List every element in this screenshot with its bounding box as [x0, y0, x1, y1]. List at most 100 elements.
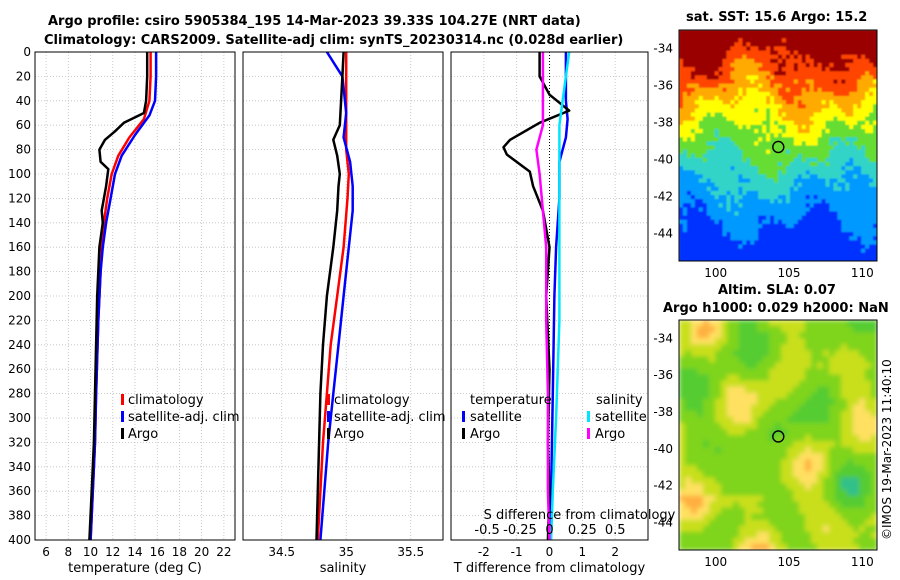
sst-map-panel: 100 105 110 -34 -36 -38 -40 -42 -44: [653, 29, 878, 280]
y-tick-label: -36: [653, 368, 673, 382]
series-line-argo: [315, 52, 345, 540]
argo-position-marker: [772, 430, 785, 443]
map-frame: [678, 29, 878, 262]
legend-swatch: [327, 411, 330, 422]
y-tick-label: -38: [653, 115, 673, 129]
sla-map-title: Altim. SLA: 0.07: [718, 283, 836, 298]
sla-map-subtitle: Argo h1000: 0.029 h2000: NaN: [663, 301, 889, 316]
y-tick-label: -34: [653, 331, 673, 345]
x-tick-label: 35.5: [397, 545, 424, 559]
y-tick-label: -34: [653, 41, 673, 55]
x-tick-label: 110: [851, 555, 874, 569]
legend-swatch: [587, 428, 590, 439]
legend-label: salinity: [596, 393, 643, 408]
y-tick-label: -40: [653, 152, 673, 166]
x-tick-label: 110: [851, 266, 874, 280]
x-tick-label: 16: [150, 545, 165, 559]
y-tick-label: 80: [16, 143, 31, 157]
x-axis-label: T difference from climatology: [453, 561, 646, 576]
y-tick-label: -36: [653, 78, 673, 92]
x-tick-label: 18: [172, 545, 187, 559]
legend-label: satellite-adj. clim: [128, 410, 240, 425]
map-frame: [678, 319, 878, 551]
y-tick-label: 280: [8, 387, 31, 401]
sla-field: [679, 320, 877, 550]
y-tick-label: 400: [8, 533, 31, 547]
top-axis-label: S difference from climatology: [484, 508, 676, 523]
axes-frame: [242, 51, 444, 541]
legend-label: Argo: [128, 427, 158, 442]
axes-frame: [34, 51, 236, 541]
top-tick-label: 0.5: [605, 523, 626, 538]
y-tick-label: 180: [8, 265, 31, 279]
top-tick-label: 0.25: [568, 523, 597, 538]
x-tick-label: 34.5: [268, 545, 295, 559]
x-tick-label: 14: [127, 545, 142, 559]
y-tick-label: 380: [8, 509, 31, 523]
argo-position-marker: [772, 140, 785, 154]
y-tick-label: 0: [23, 45, 31, 59]
x-tick-label: 6: [42, 545, 50, 559]
y-tick-label: 300: [8, 411, 31, 425]
x-tick-label: 2: [611, 545, 619, 559]
legend-label: temperature: [470, 393, 552, 408]
profile-panel-temperature: 6 8 10 12 14 16 18 20 22020406080100120140160180…: [8, 45, 240, 576]
series-line-salinity-argo: [535, 52, 551, 540]
x-tick-label: 22: [216, 545, 231, 559]
y-tick-label: -44: [653, 226, 673, 240]
x-axis-label: salinity: [320, 561, 367, 576]
y-tick-label: 320: [8, 435, 31, 449]
x-tick-label: 10: [83, 545, 98, 559]
x-tick-label: 8: [65, 545, 73, 559]
figure-title-line1: Argo profile: csiro 5905384_195 14-Mar-2…: [48, 14, 581, 29]
y-tick-label: 60: [16, 118, 31, 132]
profile-panel-salinity: 34.5 35 35.5 salinity climatology satellite-a…: [242, 51, 446, 576]
x-tick-label: 105: [778, 266, 801, 280]
y-tick-label: 120: [8, 191, 31, 205]
x-tick-label: 0: [546, 545, 554, 559]
legend-swatch: [327, 394, 330, 405]
sla-map-panel: 100 105 110 -34 -36 -38 -40 -42 -44: [653, 319, 878, 569]
legend-label: satellite-adj. clim: [334, 410, 446, 425]
legend-label: satellite: [470, 410, 522, 425]
legend-swatch: [121, 428, 124, 439]
y-tick-label: 100: [8, 167, 31, 181]
y-tick-label: 220: [8, 313, 31, 327]
top-tick-label: -0.5: [474, 523, 499, 538]
x-tick-label: 100: [704, 555, 727, 569]
series-line-salinity-satellite: [549, 52, 571, 540]
sst-field: [679, 30, 877, 261]
x-tick-label: -2: [478, 545, 490, 559]
y-tick-label: 140: [8, 216, 31, 230]
legend-swatch: [121, 411, 124, 422]
legend-label: Argo: [470, 427, 500, 442]
sst-map-title: sat. SST: 15.6 Argo: 15.2: [686, 10, 868, 25]
series-group: [88, 52, 158, 540]
x-tick-label: 105: [778, 555, 801, 569]
x-tick-label: 100: [704, 266, 727, 280]
x-tick-label: 1: [579, 545, 587, 559]
y-tick-label: 20: [16, 69, 31, 83]
legend-label: satellite: [595, 410, 647, 425]
y-tick-label: 200: [8, 289, 31, 303]
legend-label: climatology: [128, 393, 204, 408]
y-tick-label: -44: [653, 515, 673, 529]
y-tick-label: 360: [8, 484, 31, 498]
legend-label: climatology: [334, 393, 410, 408]
y-tick-label: -40: [653, 442, 673, 456]
x-tick-label: -1: [511, 545, 523, 559]
profile-panel-tdiff: -2 -1 0 1 2 T difference from climatology temp…: [450, 51, 676, 576]
x-tick-label: 12: [105, 545, 120, 559]
y-tick-label: 160: [8, 240, 31, 254]
legend-label: Argo: [334, 427, 364, 442]
legend-swatch: [587, 411, 590, 422]
x-tick-label: 20: [194, 545, 209, 559]
top-tick-label: -0.25: [503, 523, 537, 538]
legend-swatch: [327, 428, 330, 439]
y-tick-label: -38: [653, 405, 673, 419]
y-tick-label: 260: [8, 362, 31, 376]
y-tick-label: 40: [16, 94, 31, 108]
series-line-argo: [88, 52, 149, 540]
x-tick-label: 35: [339, 545, 354, 559]
